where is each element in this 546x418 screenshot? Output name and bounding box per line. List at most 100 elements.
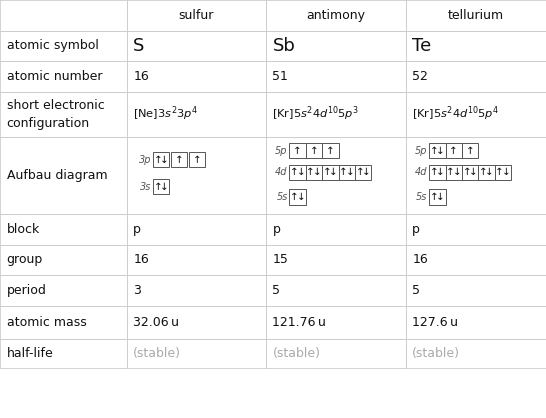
Text: ↓: ↓: [436, 192, 445, 202]
Bar: [171, 152, 187, 167]
Text: 4d: 4d: [275, 167, 288, 177]
Text: ↓: ↓: [436, 167, 445, 177]
Text: (stable): (stable): [412, 347, 460, 360]
Text: Te: Te: [412, 37, 431, 55]
Text: 3p: 3p: [139, 155, 151, 165]
Text: ↑: ↑: [355, 167, 364, 177]
Bar: [355, 165, 371, 180]
Bar: [322, 165, 339, 180]
Text: 4d: 4d: [415, 167, 428, 177]
Text: group: group: [7, 253, 43, 266]
Bar: [478, 165, 495, 180]
Text: ↓: ↓: [362, 167, 371, 177]
Text: 5s: 5s: [276, 192, 288, 202]
Text: atomic mass: atomic mass: [7, 316, 86, 329]
Text: atomic symbol: atomic symbol: [7, 39, 98, 52]
Text: 15: 15: [272, 253, 288, 266]
Text: ↓: ↓: [296, 192, 305, 202]
Text: ↑: ↑: [310, 145, 318, 155]
Text: ↑: ↑: [449, 145, 458, 155]
Text: ↑: ↑: [290, 167, 299, 177]
Bar: [462, 165, 478, 180]
Bar: [429, 143, 446, 158]
Text: ↓: ↓: [329, 167, 338, 177]
Text: $\mathrm{[Ne]3}s^2\mathrm{3}p^4$: $\mathrm{[Ne]3}s^2\mathrm{3}p^4$: [133, 105, 198, 123]
Text: 5: 5: [272, 284, 281, 297]
Text: ↑: ↑: [430, 167, 438, 177]
Bar: [289, 189, 306, 204]
Text: short electronic
configuration: short electronic configuration: [7, 99, 104, 130]
Text: ↑: ↑: [446, 167, 455, 177]
Text: period: period: [7, 284, 46, 297]
Text: tellurium: tellurium: [448, 9, 504, 22]
Text: 52: 52: [412, 70, 428, 83]
Text: p: p: [133, 223, 141, 236]
Text: 16: 16: [133, 70, 149, 83]
Bar: [322, 143, 339, 158]
Text: ↓: ↓: [502, 167, 511, 177]
Bar: [153, 179, 169, 194]
Bar: [289, 165, 306, 180]
Text: ↑: ↑: [462, 167, 471, 177]
Text: S: S: [133, 37, 145, 55]
Text: ↑: ↑: [430, 192, 438, 202]
Bar: [429, 189, 446, 204]
Bar: [153, 152, 169, 167]
Text: ↑: ↑: [153, 182, 162, 192]
Bar: [306, 143, 322, 158]
Text: ↑: ↑: [430, 145, 438, 155]
Text: 5s: 5s: [416, 192, 428, 202]
Bar: [495, 165, 511, 180]
Text: 51: 51: [272, 70, 288, 83]
Text: ↓: ↓: [485, 167, 494, 177]
Text: ↑: ↑: [290, 192, 299, 202]
Text: ↓: ↓: [296, 167, 305, 177]
Text: p: p: [272, 223, 280, 236]
Text: ↑: ↑: [339, 167, 348, 177]
Text: 5: 5: [412, 284, 420, 297]
Bar: [429, 165, 446, 180]
Text: half-life: half-life: [7, 347, 54, 360]
Text: 5p: 5p: [415, 145, 428, 155]
Text: ↑: ↑: [479, 167, 488, 177]
Text: ↓: ↓: [160, 155, 169, 165]
Text: ↑: ↑: [323, 167, 331, 177]
Text: 16: 16: [412, 253, 428, 266]
Text: ↓: ↓: [160, 182, 169, 192]
Text: ↑: ↑: [466, 145, 474, 155]
Text: 121.76 u: 121.76 u: [272, 316, 327, 329]
Bar: [189, 152, 205, 167]
Text: p: p: [412, 223, 420, 236]
Bar: [446, 165, 462, 180]
Text: ↑: ↑: [326, 145, 335, 155]
Text: 32.06 u: 32.06 u: [133, 316, 179, 329]
Text: ↑: ↑: [306, 167, 315, 177]
Text: block: block: [7, 223, 40, 236]
Bar: [306, 165, 322, 180]
Text: ↑: ↑: [495, 167, 504, 177]
Text: Sb: Sb: [272, 37, 295, 55]
Text: 16: 16: [133, 253, 149, 266]
Text: $\mathrm{[Kr]5}s^2\mathrm{4}d^{10}\mathrm{5}p^4$: $\mathrm{[Kr]5}s^2\mathrm{4}d^{10}\mathr…: [412, 105, 500, 123]
Text: ↓: ↓: [469, 167, 478, 177]
Text: ↓: ↓: [453, 167, 461, 177]
Text: 127.6 u: 127.6 u: [412, 316, 458, 329]
Bar: [289, 143, 306, 158]
Text: antimony: antimony: [306, 9, 365, 22]
Text: (stable): (stable): [272, 347, 321, 360]
Text: ↑: ↑: [175, 155, 183, 165]
Text: ↑: ↑: [293, 145, 302, 155]
Text: (stable): (stable): [133, 347, 181, 360]
Text: Aufbau diagram: Aufbau diagram: [7, 169, 107, 182]
Text: 5p: 5p: [275, 145, 288, 155]
Text: sulfur: sulfur: [179, 9, 214, 22]
Bar: [462, 143, 478, 158]
Text: ↑: ↑: [153, 155, 162, 165]
Text: ↓: ↓: [313, 167, 322, 177]
Bar: [446, 143, 462, 158]
Text: 3: 3: [133, 284, 141, 297]
Text: ↑: ↑: [193, 155, 201, 165]
Text: 3s: 3s: [140, 182, 151, 192]
Bar: [339, 165, 355, 180]
Text: ↓: ↓: [346, 167, 354, 177]
